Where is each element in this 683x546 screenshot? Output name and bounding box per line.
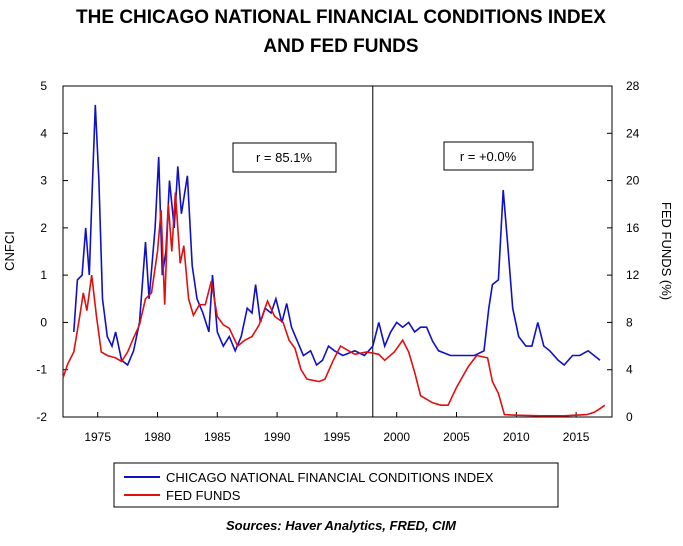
annotation: r = 85.1% (256, 150, 312, 165)
y2-tick-label: 28 (626, 79, 640, 93)
y-tick-label: 4 (40, 126, 47, 140)
chart-title: AND FED FUNDS (263, 36, 418, 57)
y-tick-label: 5 (40, 79, 47, 93)
y-axis-label: CNFCI (2, 231, 17, 271)
legend-box (113, 462, 559, 508)
annotation: r = +0.0% (460, 149, 517, 164)
series-line (73, 104, 601, 367)
source: Sources: Haver Analytics, FRED, CIM (226, 518, 457, 533)
plot-frame (62, 85, 613, 418)
y-tick-label: -1 (36, 363, 47, 377)
y-tick-label: 0 (40, 315, 47, 329)
y2-axis-label: FED FUNDS (%) (659, 202, 674, 300)
x-tick-label: 2005 (443, 430, 470, 444)
x-tick-label: 1980 (144, 430, 171, 444)
y-tick-label: 2 (40, 221, 47, 235)
annotation-box (232, 142, 337, 173)
legend-label: FED FUNDS (166, 488, 241, 503)
series-line (62, 192, 606, 417)
annotation-box (443, 141, 534, 171)
y-tick-label: 3 (40, 174, 47, 188)
x-tick-label: 1975 (84, 430, 111, 444)
y-tick-label: -2 (36, 410, 47, 424)
y-tick-label: 1 (40, 268, 47, 282)
y2-tick-label: 12 (626, 268, 640, 282)
x-tick-label: 1985 (204, 430, 231, 444)
y2-tick-label: 24 (626, 126, 640, 140)
y2-tick-label: 20 (626, 174, 640, 188)
x-tick-label: 2010 (503, 430, 530, 444)
chart-title: THE CHICAGO NATIONAL FINANCIAL CONDITION… (76, 7, 606, 28)
x-tick-label: 1995 (324, 430, 351, 444)
legend-label: CHICAGO NATIONAL FINANCIAL CONDITIONS IN… (166, 470, 494, 485)
y2-tick-label: 16 (626, 221, 640, 235)
y2-tick-label: 0 (626, 410, 633, 424)
y2-tick-label: 8 (626, 315, 633, 329)
x-tick-label: 1990 (264, 430, 291, 444)
x-tick-label: 2000 (383, 430, 410, 444)
x-tick-label: 2015 (563, 430, 590, 444)
y2-tick-label: 4 (626, 363, 633, 377)
